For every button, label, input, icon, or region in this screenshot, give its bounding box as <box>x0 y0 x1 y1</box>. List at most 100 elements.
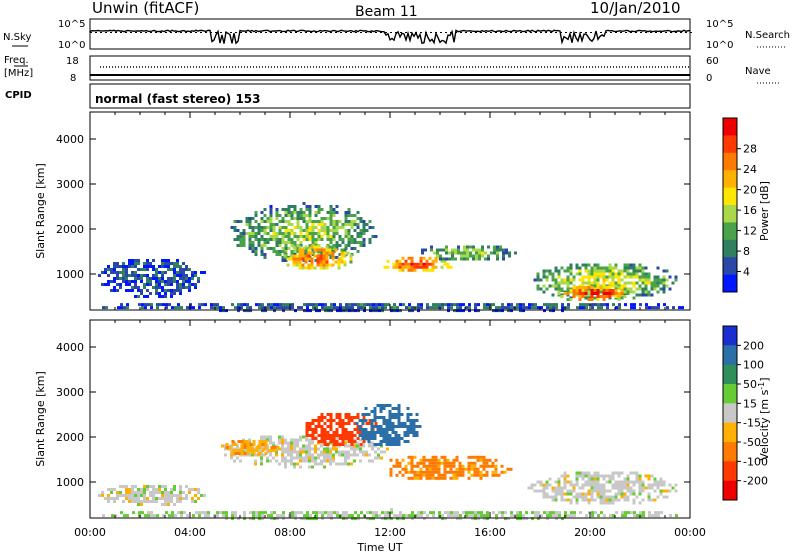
power-cell <box>469 254 472 258</box>
power-cell <box>281 250 285 253</box>
velocity-cell <box>542 486 546 490</box>
power-cell <box>149 292 152 295</box>
power-cell <box>349 254 353 258</box>
velocity-cell <box>611 498 615 502</box>
power-cell <box>560 295 564 298</box>
velocity-cell <box>587 480 591 484</box>
velocity-cell <box>557 489 561 493</box>
velocity-cell <box>216 511 219 515</box>
power-cell <box>335 232 339 235</box>
velocity-cell <box>671 486 675 490</box>
power-cell <box>410 256 414 260</box>
velocity-cell <box>653 477 657 481</box>
power-cell <box>143 283 146 286</box>
power-cell <box>474 309 477 313</box>
power-cell <box>332 223 336 226</box>
velocity-cell <box>284 462 287 466</box>
velocity-cell <box>578 474 582 478</box>
power-cell <box>653 287 657 291</box>
velocity-cell <box>587 492 591 496</box>
velocity-cell <box>394 416 398 419</box>
velocity-cell <box>317 462 320 466</box>
velocity-cell <box>402 514 405 518</box>
velocity-cell <box>385 428 389 431</box>
power-cell <box>457 245 460 249</box>
colorbar-swatch <box>723 480 737 501</box>
power-cell <box>617 298 621 301</box>
power-cell <box>249 309 252 313</box>
velocity-cell <box>281 450 284 454</box>
velocity-cell <box>312 517 315 521</box>
velocity-cell <box>429 511 432 515</box>
velocity-cell <box>270 514 273 518</box>
power-cell <box>270 306 273 310</box>
velocity-cell <box>449 464 453 468</box>
power-cell <box>572 292 576 295</box>
power-cell <box>608 289 612 292</box>
power-cell <box>290 217 294 220</box>
power-cell <box>575 289 579 292</box>
power-cell <box>275 223 279 226</box>
power-cell <box>353 223 357 226</box>
power-cell <box>510 309 513 313</box>
nsearch-mark <box>360 32 362 33</box>
power-cell <box>165 306 168 310</box>
nsearch-mark <box>435 32 437 33</box>
power-cell <box>393 309 396 313</box>
velocity-cell <box>348 514 351 518</box>
nsky-trace <box>89 29 692 45</box>
velocity-cell <box>596 471 600 475</box>
velocity-cell <box>474 517 477 521</box>
power-cell <box>332 226 336 229</box>
velocity-cell <box>641 480 645 484</box>
power-cell <box>141 303 144 307</box>
power-cell <box>443 262 447 266</box>
velocity-cell <box>647 495 651 499</box>
velocity-cell <box>382 404 386 407</box>
velocity-cell <box>425 473 429 477</box>
power-cell <box>463 248 466 252</box>
power-cell <box>602 281 606 285</box>
power-cell <box>140 277 143 280</box>
power-cell <box>161 295 164 298</box>
velocity-cell <box>650 483 654 487</box>
power-cell <box>542 275 546 279</box>
velocity-cell <box>566 498 570 502</box>
velocity-cell <box>261 443 265 446</box>
power-cell <box>287 229 291 232</box>
power-cell <box>432 306 435 310</box>
velocity-cell <box>569 498 573 502</box>
power-cell <box>450 306 453 310</box>
velocity-cell <box>373 425 377 428</box>
power-cell <box>332 214 336 217</box>
velocity-cell <box>394 443 398 446</box>
velocity-cell <box>617 480 621 484</box>
power-cell <box>430 248 433 252</box>
power-cell <box>454 251 457 255</box>
velocity-cell <box>338 422 342 425</box>
power-cell <box>363 309 366 313</box>
velocity-cell <box>564 511 567 515</box>
power-frame <box>89 111 691 311</box>
power-cell <box>260 253 264 256</box>
velocity-cell <box>291 514 294 518</box>
nsearch-mark <box>200 32 202 33</box>
power-cell <box>272 238 276 241</box>
power-cell <box>360 306 363 310</box>
velocity-cell <box>626 483 630 487</box>
power-cell <box>481 245 484 249</box>
power-cell <box>107 280 110 283</box>
power-cell <box>216 306 219 310</box>
power-cell <box>110 289 113 292</box>
freq-unit-label: [MHz] <box>4 68 33 79</box>
power-cell <box>596 292 600 295</box>
power-cell <box>463 245 466 249</box>
velocity-cell <box>641 483 645 487</box>
velocity-cell <box>397 410 401 413</box>
velocity-cell <box>614 492 618 496</box>
power-cell <box>536 287 540 291</box>
power-cell <box>617 295 621 298</box>
velocity-cell <box>353 447 356 451</box>
power-cell <box>475 248 478 252</box>
power-cell <box>651 306 654 310</box>
